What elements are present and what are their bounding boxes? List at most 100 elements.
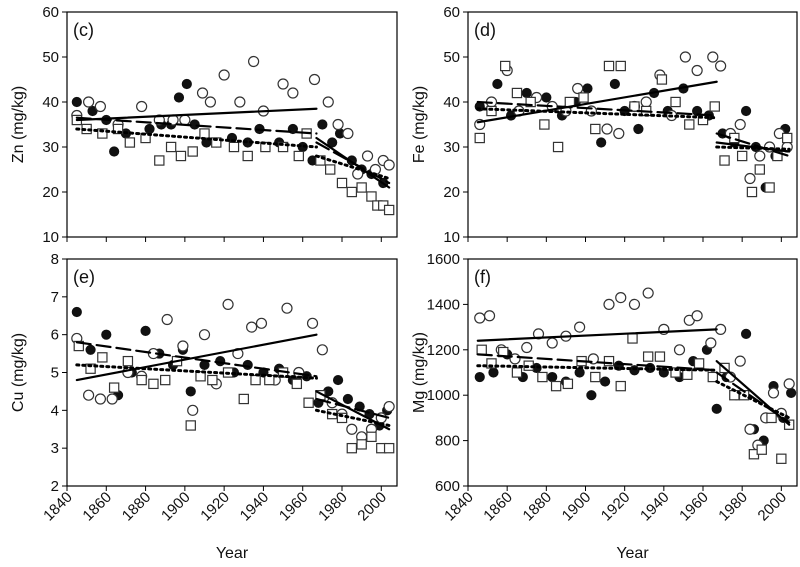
data-point-open-circle	[483, 310, 496, 322]
data-point-open-circle	[222, 298, 234, 310]
data-point-filled-circle	[71, 96, 82, 108]
data-point-open-square	[693, 358, 705, 369]
trend-line-dotted	[314, 408, 391, 427]
y-tick-label: 30	[42, 139, 59, 156]
x-tick-label: 1960	[276, 489, 312, 525]
data-point-open-square	[277, 141, 289, 153]
data-point-open-square	[629, 101, 640, 112]
panel-label: (e)	[73, 267, 95, 287]
x-tick-label: 1880	[119, 489, 155, 525]
data-point-open-circle	[246, 321, 258, 333]
data-point-open-square	[707, 371, 718, 383]
data-point-filled-circle	[492, 78, 503, 90]
data-point-open-square	[336, 177, 348, 189]
y-tick-label: 30	[443, 139, 460, 156]
trend-line-dashed	[715, 371, 791, 424]
data-point-filled-circle	[332, 374, 344, 386]
trend-line-dotted	[314, 154, 391, 180]
data-point-open-circle	[187, 404, 199, 416]
data-point-open-square	[719, 155, 730, 166]
data-point-open-square	[228, 141, 240, 153]
trend-line-dotted	[75, 127, 318, 149]
x-tick-label: 1980	[315, 489, 351, 525]
y-tick-label: 1400	[427, 296, 460, 313]
data-point-open-square	[537, 371, 548, 383]
data-point-open-square	[154, 155, 165, 166]
data-point-filled-circle	[189, 119, 200, 130]
data-point-open-square	[562, 378, 574, 390]
trend-line-solid	[75, 333, 318, 382]
data-point-open-square	[776, 453, 787, 464]
data-point-open-square	[122, 355, 134, 367]
x-tick-label: 2000	[354, 489, 390, 525]
y-tick-label: 1600	[427, 251, 460, 268]
data-point-filled-circle	[609, 78, 620, 90]
data-point-open-circle	[705, 337, 717, 349]
data-point-open-circle	[734, 355, 746, 367]
trend-line-dashed	[75, 341, 318, 378]
data-point-open-square	[250, 374, 261, 386]
data-point-open-square	[211, 137, 222, 148]
data-point-open-square	[238, 393, 249, 405]
data-point-open-square	[766, 412, 777, 424]
data-point-open-square	[511, 367, 523, 378]
x-tick-label: 1900	[158, 489, 194, 525]
data-point-open-circle	[83, 389, 95, 401]
trend-line-solid	[75, 107, 318, 122]
data-point-open-square	[782, 132, 793, 144]
data-point-open-square	[642, 351, 654, 362]
data-point-open-circle	[177, 340, 189, 352]
data-point-open-square	[383, 204, 395, 216]
data-point-open-circle	[255, 317, 268, 329]
trend-line-dashed	[476, 353, 718, 372]
data-point-open-square	[670, 367, 681, 378]
y-axis-label: Fe (mg/kg)	[411, 86, 428, 163]
data-point-open-circle	[179, 114, 191, 126]
data-point-open-square	[185, 420, 196, 431]
x-tick-label: 1920	[197, 489, 233, 525]
x-tick-label: 1980	[715, 489, 751, 525]
trend-line-dashed	[75, 116, 318, 135]
data-point-open-circle	[361, 150, 374, 162]
data-point-open-square	[578, 92, 589, 103]
x-axis-label: Year	[216, 545, 249, 562]
data-point-open-circle	[306, 317, 319, 329]
data-point-open-circle	[94, 100, 106, 113]
data-point-open-circle	[691, 310, 703, 322]
trend-line-dotted	[715, 145, 791, 151]
data-point-filled-circle	[71, 306, 82, 318]
data-point-open-square	[97, 128, 108, 139]
data-point-open-square	[175, 150, 187, 162]
data-point-open-square	[195, 371, 206, 382]
data-point-open-square	[112, 123, 124, 135]
data-point-filled-circle	[85, 344, 96, 355]
y-tick-label: 10	[42, 229, 59, 246]
y-axis-label: Mg (mg/kg)	[411, 332, 428, 413]
panel-c-zn: 10 20 30 40 50 60 Zn (mg/kg) (c)	[10, 4, 398, 246]
data-point-open-square	[656, 74, 668, 85]
data-point-open-square	[293, 150, 304, 162]
data-point-filled-circle	[144, 123, 155, 135]
panel-e-cu: 2 3 4 5 6 7 8 1840 1860 1880 1900 1920 1940 1960 1980 2…	[10, 251, 398, 562]
x-tick-label: 1860	[480, 489, 516, 525]
y-tick-label: 60	[42, 4, 59, 21]
data-point-open-circle	[574, 321, 586, 333]
data-point-open-circle	[106, 393, 118, 405]
data-point-filled-circle	[599, 376, 611, 387]
data-point-open-square	[552, 141, 564, 153]
y-tick-label: 60	[443, 4, 460, 21]
data-point-open-square	[356, 439, 367, 450]
data-point-open-square	[199, 128, 210, 139]
y-tick-label: 8	[51, 251, 59, 268]
panel-label: (c)	[73, 20, 94, 40]
data-point-open-circle	[767, 387, 780, 399]
y-tick-label: 2	[51, 478, 59, 495]
trend-line-dotted	[476, 107, 719, 120]
x-tick-label: 1920	[598, 489, 634, 525]
data-point-open-square	[525, 96, 536, 108]
data-point-filled-circle	[740, 105, 752, 117]
data-point-open-circle	[628, 298, 641, 310]
data-point-open-square	[590, 123, 601, 135]
